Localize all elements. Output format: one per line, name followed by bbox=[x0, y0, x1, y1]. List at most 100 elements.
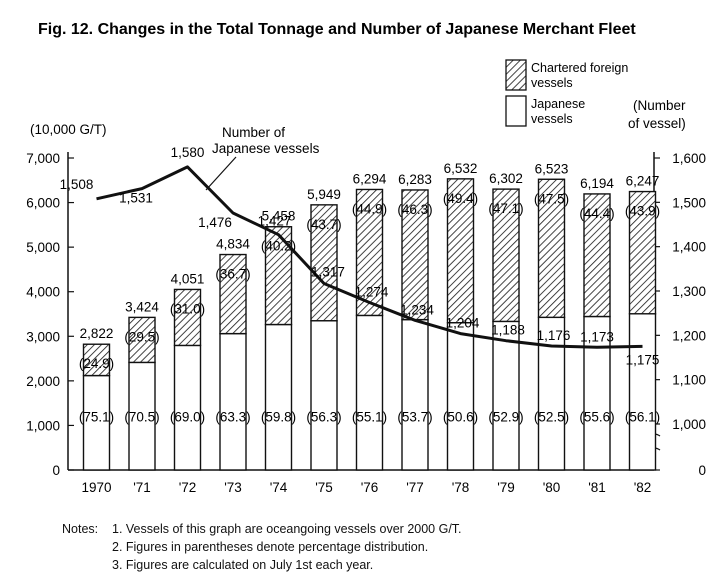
right-tick-label: 1,400 bbox=[672, 240, 706, 255]
bars bbox=[82, 178, 657, 471]
bar-total-label: 4,051 bbox=[171, 271, 205, 286]
bar-chartered bbox=[537, 178, 566, 319]
bar-total-label: 3,424 bbox=[125, 299, 159, 314]
bar-chartered bbox=[310, 204, 338, 322]
legend-chartered-label-line1: Chartered foreign bbox=[531, 61, 628, 75]
line-point-label: 1,508 bbox=[60, 177, 94, 192]
bar-japanese bbox=[401, 318, 429, 471]
bar-chartered-pct-label: (47.5) bbox=[534, 191, 569, 206]
bar-chartered-pct-label: (47.1) bbox=[488, 201, 523, 216]
bar-japanese bbox=[82, 374, 111, 471]
bar-chartered bbox=[82, 343, 111, 377]
bar-total-label: 6,194 bbox=[580, 176, 614, 191]
left-tick-label: 2,000 bbox=[26, 374, 60, 389]
bar-japanese bbox=[537, 316, 566, 471]
right-axis-label-line1: (Number bbox=[633, 98, 686, 113]
bar-chartered bbox=[401, 189, 429, 321]
bar-chartered bbox=[628, 190, 657, 315]
bar-japanese-pct-label: (75.1) bbox=[79, 409, 114, 424]
line-point-label: 1,476 bbox=[198, 215, 232, 230]
x-tick-label: '72 bbox=[179, 480, 197, 495]
left-axis-label: (10,000 G/T) bbox=[30, 122, 107, 137]
left-tick-label: 0 bbox=[52, 463, 60, 478]
bar-chartered bbox=[355, 188, 384, 317]
bar-chartered bbox=[583, 193, 611, 318]
x-tick-label: '73 bbox=[224, 480, 242, 495]
bar-japanese bbox=[446, 321, 475, 471]
bar-chartered-pct-label: (49.4) bbox=[443, 191, 478, 206]
x-tick-label: '81 bbox=[588, 480, 606, 495]
line-point-label: 1,173 bbox=[580, 329, 614, 344]
line-annotation-line2: Japanese vessels bbox=[212, 141, 320, 156]
bar-japanese-pct-label: (52.9) bbox=[488, 409, 523, 424]
bar-total-label: 6,283 bbox=[398, 172, 432, 187]
bar-chartered-pct-label: (44.4) bbox=[579, 206, 614, 221]
line-point-label: 1,176 bbox=[537, 328, 571, 343]
bar-total-label: 5,949 bbox=[307, 187, 341, 202]
x-tick-label: '78 bbox=[452, 480, 470, 495]
left-axis-ticks: 0 1,000 2,000 3,000 4,000 5,000 6,000 7,000 bbox=[26, 151, 74, 478]
notes: Notes: 1. Vessels of this graph are ocean… bbox=[62, 520, 462, 574]
line-point-label: 1,580 bbox=[171, 145, 205, 160]
bar-chartered bbox=[173, 288, 202, 347]
left-tick-label: 6,000 bbox=[26, 196, 60, 211]
bar-japanese bbox=[628, 313, 657, 471]
bar-chartered-pct-label: (43.7) bbox=[306, 217, 341, 232]
legend-japanese-label-line2: vessels bbox=[531, 112, 573, 126]
right-axis-ticks: 0 1,000 1,100 1,200 1,300 1,400 1,500 1,600 bbox=[654, 151, 706, 478]
bar-japanese bbox=[128, 361, 156, 471]
bar-japanese-pct-label: (55.6) bbox=[579, 409, 614, 424]
left-tick-label: 1,000 bbox=[26, 418, 60, 433]
bar-japanese bbox=[310, 320, 338, 471]
line-annotation-line1: Number of bbox=[222, 125, 285, 140]
right-tick-label: 1,300 bbox=[672, 284, 706, 299]
right-tick-label: 1,100 bbox=[672, 373, 706, 388]
bar-total-label: 5,458 bbox=[262, 209, 296, 224]
bar-japanese-pct-label: (63.3) bbox=[215, 409, 250, 424]
x-tick-label: '74 bbox=[270, 480, 288, 495]
x-tick-label: '82 bbox=[634, 480, 652, 495]
right-tick-label: 0 bbox=[698, 463, 706, 478]
x-tick-label: '75 bbox=[315, 480, 333, 495]
bar-chartered-pct-label: (44.9) bbox=[352, 201, 387, 216]
bar-japanese-pct-label: (70.5) bbox=[124, 409, 159, 424]
bar-chartered-pct-label: (24.9) bbox=[79, 356, 114, 371]
x-tick-label: '80 bbox=[543, 480, 561, 495]
bar-total-label: 2,822 bbox=[80, 326, 114, 341]
left-tick-label: 3,000 bbox=[26, 329, 60, 344]
bar-japanese-pct-label: (55.1) bbox=[352, 409, 387, 424]
bar-total-label: 6,523 bbox=[535, 161, 569, 176]
x-tick-label: '79 bbox=[497, 480, 515, 495]
bar-total-label: 6,302 bbox=[489, 171, 523, 186]
bar-chartered-pct-label: (31.0) bbox=[170, 301, 205, 316]
right-tick-label: 1,000 bbox=[672, 417, 706, 432]
line-point-label: 1,234 bbox=[400, 302, 434, 317]
bar-japanese bbox=[173, 344, 202, 471]
line-point-label: 1,317 bbox=[311, 264, 345, 279]
bar-labels: 2,822 (24.9) (75.1) 3,424 (29.5) (70.5) 4,051 (… bbox=[79, 161, 660, 425]
note-3: 3. Figures are calculated on July 1st ea… bbox=[112, 558, 374, 572]
bar-chartered-pct-label: (29.5) bbox=[124, 329, 159, 344]
line-point-label: 1,188 bbox=[491, 323, 525, 338]
legend-japanese-label-line1: Japanese bbox=[531, 97, 585, 111]
bar-japanese-pct-label: (52.5) bbox=[534, 409, 569, 424]
note-2: 2. Figures in parentheses denote percent… bbox=[112, 540, 429, 554]
x-axis-labels: 1970 '71 '72 '73 '74 '75 '76 '77 '78 '79 '80 '81 '82 bbox=[81, 480, 651, 495]
bar-chartered bbox=[128, 316, 156, 364]
line-vessels bbox=[96, 165, 643, 349]
legend-chartered-swatch bbox=[505, 59, 527, 91]
left-tick-label: 4,000 bbox=[26, 285, 60, 300]
notes-label: Notes: bbox=[62, 522, 99, 536]
line-annotation-pointer bbox=[205, 156, 237, 191]
bar-total-label: 6,294 bbox=[353, 171, 387, 186]
bar-japanese bbox=[355, 314, 384, 471]
right-tick-label: 1,500 bbox=[672, 195, 706, 210]
bar-total-label: 6,532 bbox=[444, 161, 478, 176]
legend-japanese-swatch bbox=[505, 95, 527, 127]
bar-chartered bbox=[219, 253, 247, 335]
line-point-label: 1,175 bbox=[626, 352, 660, 367]
line-series: 1,508 1,531 1,580 1,476 1,427 1,317 1,274 1,234… bbox=[60, 145, 660, 368]
right-tick-label: 1,200 bbox=[672, 328, 706, 343]
line-point-label: 1,427 bbox=[258, 214, 292, 229]
